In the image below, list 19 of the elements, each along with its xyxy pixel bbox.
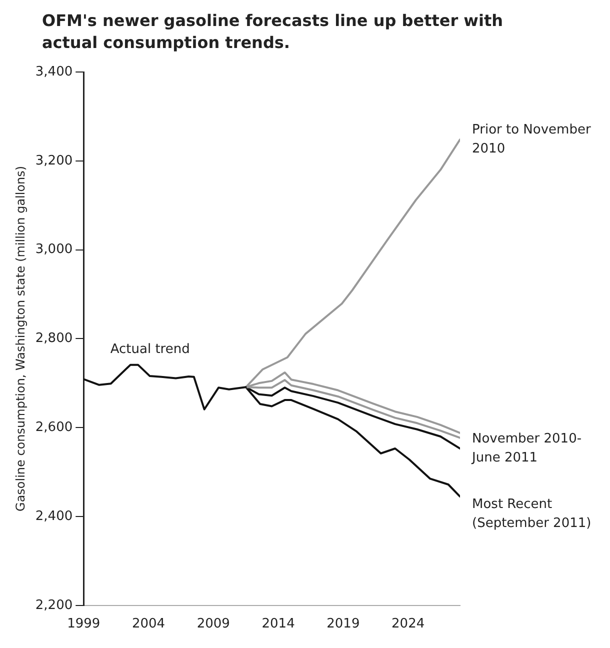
y-tick-label: 3,000 <box>35 242 73 258</box>
series-label: November 2010-June 2011 <box>471 431 582 466</box>
series-label: Most Recent (September 2011) <box>472 496 592 531</box>
y-tick-label: 2,800 <box>35 331 73 346</box>
series-label: Prior to November 2010 <box>472 122 592 156</box>
y-tick-label: 2,400 <box>35 508 73 524</box>
chart-title: OFM's newer gasoline forecasts line up better with actual consumption trends. <box>42 10 504 54</box>
x-tick-label: 1999 <box>67 616 100 632</box>
y-tick-label: 3,200 <box>35 153 73 168</box>
x-tick-label: 2004 <box>132 616 166 632</box>
y-tick-label: 2,600 <box>35 420 73 435</box>
series-label: Actual trend <box>110 342 190 357</box>
x-tick-label: 2014 <box>262 616 295 632</box>
x-tick-label: 2024 <box>392 616 425 632</box>
x-tick-label: 2009 <box>196 616 230 632</box>
y-tick-label: 3,400 <box>35 64 73 80</box>
y-axis-title: Gasoline consumption, Washington state (million gallons) <box>13 166 28 512</box>
x-tick-label: 2019 <box>326 616 360 632</box>
y-tick-label: 2,200 <box>35 598 73 613</box>
